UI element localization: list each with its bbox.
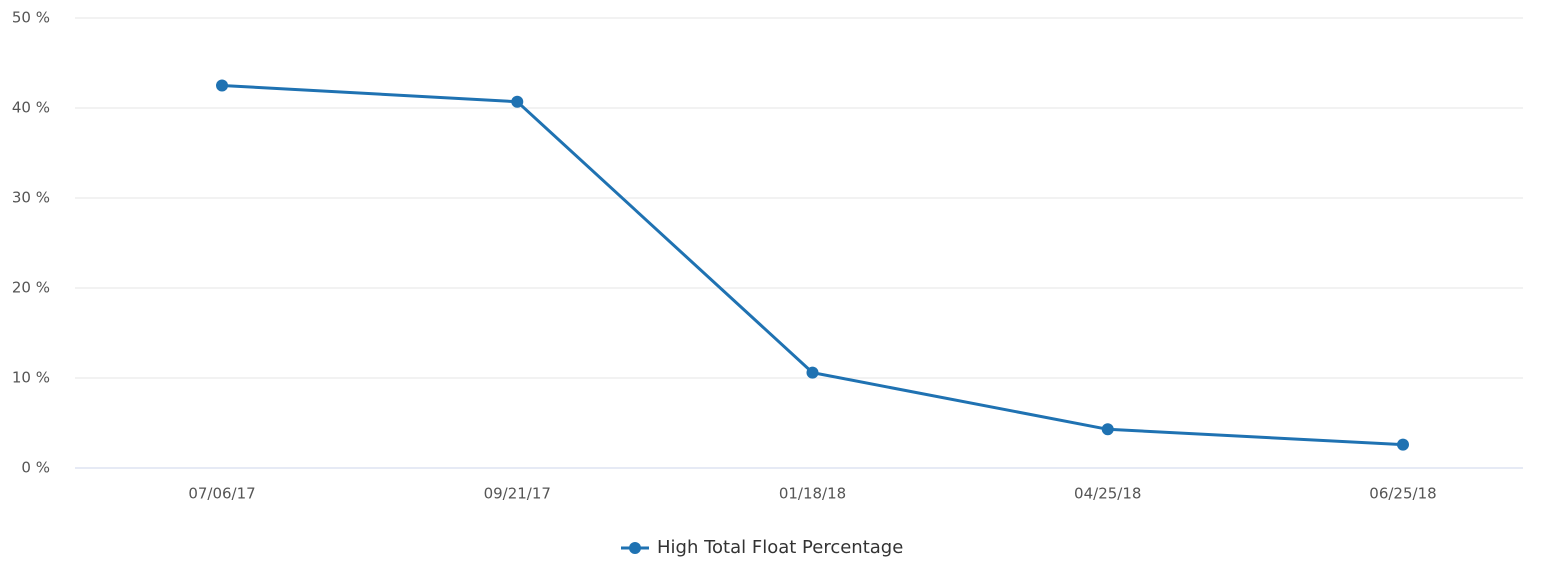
- y-tick-label: 40 %: [12, 99, 50, 117]
- x-tick-label: 04/25/18: [1074, 485, 1141, 503]
- x-tick-label: 07/06/17: [188, 485, 255, 503]
- legend-label: High Total Float Percentage: [657, 537, 903, 558]
- data-point: [806, 366, 819, 379]
- data-point: [511, 95, 524, 108]
- x-tick-label: 01/18/18: [779, 485, 846, 503]
- y-tick-label: 10 %: [12, 369, 50, 387]
- x-tick-label: 06/25/18: [1369, 485, 1436, 503]
- data-point: [1396, 438, 1409, 451]
- data-point: [1101, 423, 1114, 436]
- y-tick-label: 20 %: [12, 279, 50, 297]
- y-tick-label: 0 %: [21, 459, 50, 477]
- x-tick-label: 09/21/17: [484, 485, 551, 503]
- legend-marker: [629, 542, 641, 554]
- y-tick-label: 30 %: [12, 189, 50, 207]
- y-tick-label: 50 %: [12, 9, 50, 27]
- series-line: [221, 84, 1404, 447]
- data-point: [216, 79, 229, 92]
